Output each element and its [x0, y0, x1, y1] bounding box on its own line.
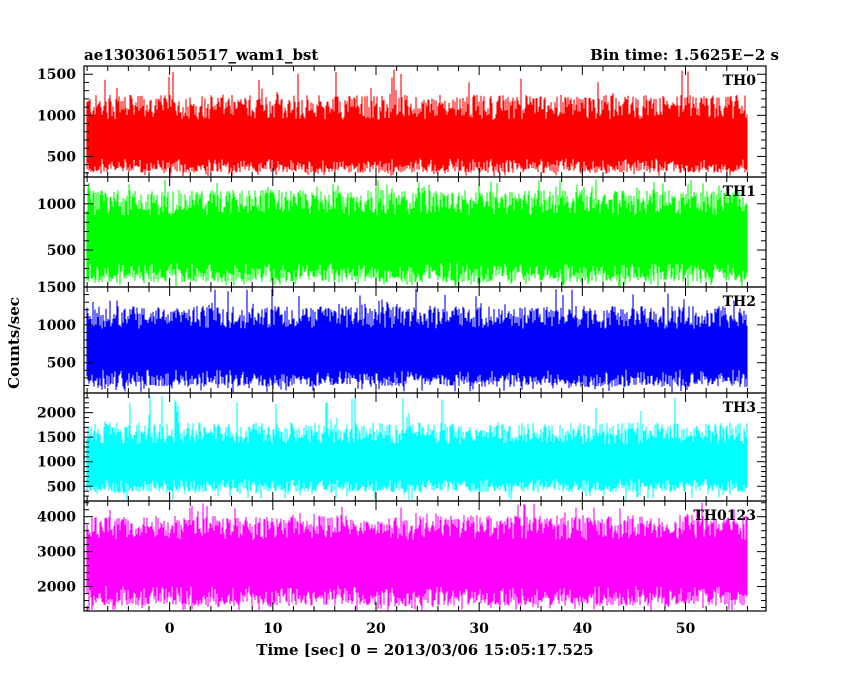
y-tick-label: 500 — [47, 479, 76, 495]
x-tick-label: 40 — [573, 621, 593, 637]
series-th0 — [86, 69, 748, 177]
y-tick-label: 1000 — [37, 455, 76, 471]
panel-th0123: 2000 3000 4000 TH0123 — [37, 500, 767, 612]
y-tick-label: 1000 — [37, 108, 76, 124]
panel-frame — [83, 500, 767, 612]
panel-th0: 500 1000 1500 TH0 — [37, 65, 767, 178]
panel-label: TH1 — [723, 184, 756, 200]
x-tick-label: 30 — [469, 621, 489, 637]
panel-label: TH3 — [723, 400, 756, 416]
y-tick-label: 2000 — [37, 406, 76, 422]
y-tick-label: 500 — [47, 149, 76, 165]
y-tick-label: 2000 — [37, 580, 76, 596]
series-th0123 — [86, 502, 748, 611]
series-th3 — [86, 396, 748, 501]
y-tick-label: 1500 — [37, 430, 76, 446]
y-tick-label: 500 — [47, 243, 76, 259]
x-axis: 0 10 20 30 40 50 — [165, 621, 696, 637]
chart-title: ae130306150517_wam1_bst — [84, 46, 318, 64]
x-tick-label: 20 — [366, 621, 386, 637]
x-tick-label: 50 — [676, 621, 696, 637]
x-axis-label: Time [sec] 0 = 2013/03/06 15:05:17.525 — [256, 641, 593, 659]
series-th2 — [86, 289, 748, 393]
x-tick-label: 0 — [165, 621, 175, 637]
y-tick-label: 1500 — [37, 280, 76, 296]
bin-time-label: Bin time: 1.5625E−2 s — [590, 46, 779, 64]
x-tick-label: 10 — [263, 621, 283, 637]
y-tick-label: 3000 — [37, 545, 76, 561]
panel-th1: 500 1000 TH1 — [37, 176, 767, 288]
panel-label: TH0 — [723, 73, 757, 89]
y-axis-label: Counts/sec — [5, 297, 23, 389]
y-tick-label: 1500 — [37, 67, 76, 83]
y-tick-label: 500 — [47, 356, 76, 372]
panel-th2: 500 1000 1500 TH2 — [37, 280, 767, 394]
y-tick-label: 1000 — [37, 197, 76, 213]
panel-label: TH0123 — [693, 508, 756, 524]
panel-th3: 500 1000 1500 2000 TH3 — [37, 392, 767, 502]
panel-label: TH2 — [723, 294, 756, 310]
y-tick-label: 4000 — [37, 510, 76, 526]
y-tick-label: 1000 — [37, 318, 76, 334]
series-th1 — [86, 179, 748, 287]
